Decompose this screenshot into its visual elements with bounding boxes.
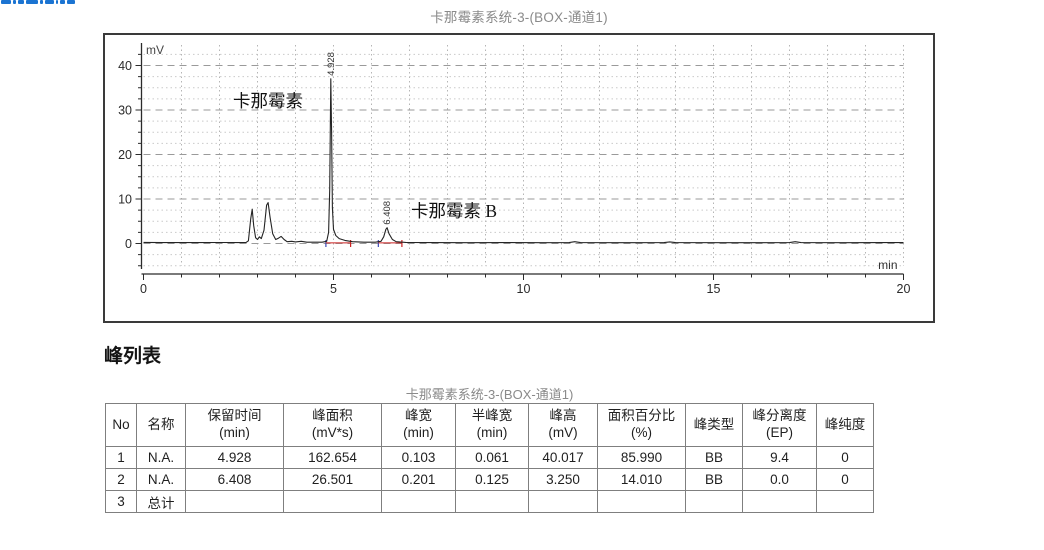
table-cell: BB xyxy=(685,446,743,469)
table-cell xyxy=(742,490,817,513)
table-cell xyxy=(597,490,686,513)
clipped-glyph xyxy=(67,0,75,4)
x-tick-label: 10 xyxy=(517,282,531,296)
clipped-glyph xyxy=(45,0,54,4)
peak-list-heading: 峰列表 xyxy=(104,346,162,367)
table-cell: 0.0 xyxy=(742,468,817,491)
table-cell: 26.501 xyxy=(283,468,382,491)
clipped-glyph xyxy=(60,0,65,4)
peak-table: No 名称 保留时间 (min) 峰面积 (mV*s) 峰宽 (min) 半峰宽 (min) 峰高(… xyxy=(105,403,874,513)
table-cell: 0.201 xyxy=(381,468,456,491)
table-cell: 4.928 xyxy=(185,446,284,469)
header-row: No 名称 保留时间 (min) 峰面积 (mV*s) 峰宽 (min) 半峰宽 (min) 峰高(… xyxy=(105,403,874,447)
x-tick-label: 0 xyxy=(140,282,147,296)
table-cell: 9.4 xyxy=(742,446,817,469)
clipped-glyph xyxy=(56,0,58,4)
table-cell: 3 xyxy=(105,490,137,513)
col-header-3: 峰面积 (mV*s) xyxy=(283,403,382,447)
col-header-5: 半峰宽 (min) xyxy=(455,403,529,447)
table-cell: N.A. xyxy=(136,468,186,491)
clipped-link-text[interactable] xyxy=(1,0,75,4)
table-cell: 85.990 xyxy=(597,446,686,469)
chromatogram-frame: 0 10 20 30 40 0 5 10 15 20 mV min 4.928 6.408 卡那霉素卡那霉素… xyxy=(103,33,935,323)
y-tick-label: 0 xyxy=(125,237,132,251)
table-cell: 3.250 xyxy=(528,468,598,491)
col-header-0: No xyxy=(105,403,137,447)
table-cell: 6.408 xyxy=(185,468,284,491)
table-cell: 总计 xyxy=(136,490,186,513)
clipped-glyph xyxy=(18,0,24,4)
component-annotation: 卡那霉素 B xyxy=(411,201,497,221)
clipped-glyph xyxy=(26,0,38,4)
table-cell: BB xyxy=(685,468,743,491)
y-tick-label: 30 xyxy=(118,104,132,118)
x-tick-label: 5 xyxy=(330,282,337,296)
table-cell xyxy=(816,490,874,513)
clipped-glyph xyxy=(40,0,43,4)
table-row: 2 N.A. 6.408 26.501 0.201 0.125 3.250 14.010 BB 0… xyxy=(105,468,874,491)
table-cell: 14.010 xyxy=(597,468,686,491)
col-header-10: 峰纯度 xyxy=(816,403,874,447)
table-cell: 0.103 xyxy=(381,446,456,469)
chromatogram-plot: 0 10 20 30 40 0 5 10 15 20 mV min 4.928 6.408 卡那霉素卡那霉素… xyxy=(118,43,911,296)
table-cell: 0.125 xyxy=(455,468,529,491)
table-cell xyxy=(455,490,529,513)
table-cell: 40.017 xyxy=(528,446,598,469)
table-cell: 0.061 xyxy=(455,446,529,469)
col-header-9: 峰分离度 (EP) xyxy=(742,403,817,447)
table-row: 1 N.A. 4.928 162.654 0.103 0.061 40.017 85.990 B… xyxy=(105,446,874,469)
peak-table-title: 卡那霉素系统-3-(BOX-通道1) xyxy=(405,387,574,402)
col-header-1: 名称 xyxy=(136,403,186,447)
col-header-4: 峰宽 (min) xyxy=(381,403,456,447)
signal-trace xyxy=(143,78,904,244)
table-cell xyxy=(283,490,382,513)
clipped-glyph xyxy=(13,0,16,4)
component-annotation: 卡那霉素 xyxy=(233,91,303,111)
table-cell xyxy=(685,490,743,513)
table-cell: N.A. xyxy=(136,446,186,469)
col-header-2: 保留时间 (min) xyxy=(185,403,284,447)
table-cell: 162.654 xyxy=(283,446,382,469)
x-tick-label: 20 xyxy=(897,282,911,296)
table-cell: 0 xyxy=(816,468,874,491)
col-header-6: 峰高 (mV) xyxy=(528,403,598,447)
y-unit-label: mV xyxy=(146,43,164,57)
clipped-glyph xyxy=(1,0,11,4)
x-unit-label: min xyxy=(878,258,897,272)
x-tick-label: 15 xyxy=(707,282,721,296)
table-row: 3 总计 xyxy=(105,490,874,513)
y-tick-label: 40 xyxy=(118,59,132,73)
col-header-8: 峰类型 xyxy=(685,403,743,447)
chromatogram-title: 卡那霉素系统-3-(BOX-通道1) xyxy=(430,10,608,25)
peak-rt-label: 6.408 xyxy=(382,201,393,225)
peak-rt-label: 4.928 xyxy=(326,52,337,76)
table-cell: 2 xyxy=(105,468,137,491)
col-header-7: 面积百分比 (%) xyxy=(597,403,686,447)
y-tick-label: 20 xyxy=(118,148,132,162)
table-cell: 0 xyxy=(816,446,874,469)
table-cell: 1 xyxy=(105,446,137,469)
table-cell xyxy=(381,490,456,513)
y-tick-label: 10 xyxy=(118,193,132,207)
table-cell xyxy=(185,490,284,513)
table-cell xyxy=(528,490,598,513)
